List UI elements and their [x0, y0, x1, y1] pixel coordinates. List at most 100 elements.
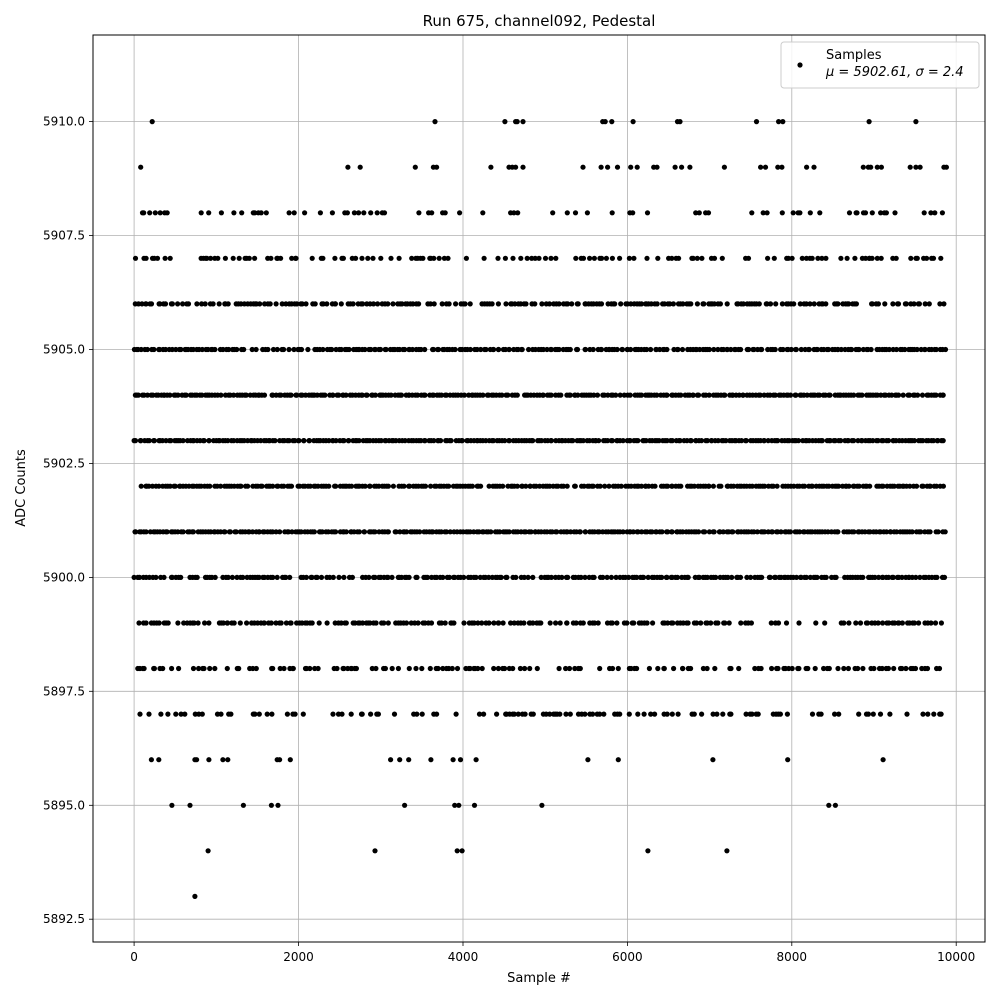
chart-title: Run 675, channel092, Pedestal: [423, 12, 656, 30]
data-point: [138, 438, 144, 444]
data-point: [859, 392, 865, 398]
data-point: [506, 438, 512, 444]
data-point: [414, 574, 420, 581]
data-point: [162, 255, 168, 261]
data-point: [559, 574, 565, 581]
data-point: [591, 255, 598, 261]
data-point: [205, 848, 211, 854]
data-point: [936, 665, 943, 672]
data-point: [147, 210, 153, 216]
data-point: [835, 665, 841, 672]
data-point: [259, 483, 265, 489]
data-point: [132, 438, 139, 444]
data-point: [350, 301, 356, 307]
data-point: [279, 301, 285, 307]
data-point: [832, 802, 839, 808]
data-point: [372, 392, 378, 398]
data-point: [422, 346, 428, 353]
x-tick-label: 8000: [777, 950, 808, 964]
data-point: [655, 665, 661, 672]
data-point: [414, 711, 420, 717]
data-point: [377, 346, 384, 353]
data-point: [274, 346, 280, 353]
data-point: [665, 483, 671, 489]
data-point: [452, 346, 458, 353]
data-point: [446, 574, 452, 581]
data-point: [899, 574, 905, 581]
data-point: [388, 757, 394, 763]
data-point: [679, 346, 686, 353]
data-point: [816, 392, 823, 398]
data-point: [688, 301, 694, 307]
data-point: [915, 392, 921, 398]
data-point: [749, 210, 755, 216]
data-point: [239, 210, 245, 216]
data-point: [349, 574, 355, 581]
data-point: [635, 711, 641, 717]
data-point: [367, 620, 373, 626]
data-point: [178, 346, 184, 353]
data-point: [457, 757, 464, 763]
data-point: [710, 711, 716, 717]
data-point: [287, 574, 293, 581]
data-point: [612, 301, 618, 307]
data-point: [920, 711, 926, 717]
data-point: [520, 119, 526, 125]
data-point: [178, 711, 184, 717]
data-point: [196, 665, 202, 672]
data-point: [614, 164, 621, 170]
data-point: [132, 255, 139, 261]
data-point: [515, 210, 521, 216]
data-point: [199, 392, 205, 398]
data-point: [474, 346, 480, 353]
data-point: [613, 392, 619, 398]
data-point: [659, 574, 665, 581]
data-point: [573, 620, 579, 626]
data-point: [431, 255, 437, 261]
data-point: [719, 255, 725, 261]
data-point: [359, 711, 365, 717]
data-point: [401, 483, 407, 489]
data-point: [645, 848, 651, 854]
data-point: [875, 620, 881, 626]
data-point: [933, 392, 939, 398]
data-point: [309, 574, 315, 581]
data-point: [238, 483, 244, 489]
data-point: [270, 574, 276, 581]
data-point: [804, 164, 810, 170]
y-tick-label: 5907.5: [43, 229, 85, 243]
data-point: [838, 438, 844, 444]
data-point: [907, 164, 913, 170]
data-point: [135, 392, 141, 398]
data-point: [522, 711, 528, 717]
data-point: [339, 711, 345, 717]
data-point: [406, 665, 412, 672]
data-point: [919, 392, 926, 398]
data-point: [396, 255, 402, 261]
data-point: [480, 392, 486, 398]
data-point: [922, 301, 928, 307]
x-tick-label: 6000: [612, 950, 643, 964]
data-point: [261, 620, 267, 626]
data-point: [488, 164, 494, 170]
data-point: [390, 301, 396, 307]
data-point: [780, 119, 786, 125]
data-point: [565, 574, 571, 581]
data-point: [519, 346, 525, 353]
data-point: [940, 392, 946, 398]
data-point: [699, 255, 705, 261]
data-point: [344, 210, 350, 216]
data-point: [609, 210, 615, 216]
data-point: [876, 574, 882, 581]
data-point: [523, 483, 529, 489]
data-point: [521, 620, 527, 626]
data-point: [870, 438, 876, 444]
data-point: [908, 255, 914, 261]
data-point: [378, 255, 384, 261]
data-point: [817, 210, 823, 216]
data-point: [655, 255, 661, 261]
data-point: [775, 665, 781, 672]
y-tick-label: 5902.5: [43, 456, 85, 470]
data-point: [680, 529, 686, 535]
data-point: [201, 438, 207, 444]
